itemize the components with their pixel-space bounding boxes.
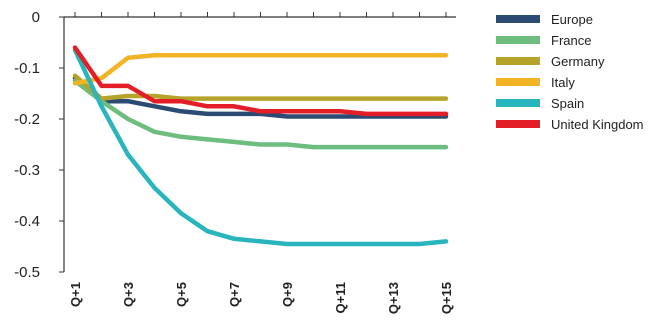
y-tick-label: -0.3 (14, 162, 40, 179)
chart-axes: 0 -0.1 -0.2 -0.3 -0.4 -0.5 Q+1 Q+3 Q+5 Q+7 Q+9 Q+11… (14, 9, 456, 314)
chart-series (72, 45, 449, 247)
x-tick-label: Q+11 (333, 282, 348, 313)
legend-swatch-france (496, 36, 540, 44)
chart-legend: Europe France Germany Italy Spain United King… (496, 12, 644, 132)
x-tick-label: Q+7 (227, 282, 242, 307)
legend-swatch-italy (496, 78, 540, 86)
y-tick-label: -0.4 (14, 213, 40, 230)
x-tick-label: Q+9 (280, 282, 295, 307)
legend-label: United Kingdom (551, 117, 644, 132)
legend-swatch-germany (496, 57, 540, 65)
legend-label: France (551, 33, 591, 48)
series-line-spain (72, 47, 449, 247)
legend-swatch-spain (496, 99, 540, 107)
x-tick-label: Q+1 (68, 282, 83, 307)
series-line-united-kingdom (72, 45, 449, 117)
x-tick-label: Q+3 (121, 282, 136, 307)
series-line-france (72, 78, 449, 150)
legend-swatch-united-kingdom (496, 120, 540, 128)
y-tick-label: -0.1 (14, 60, 40, 77)
y-tick-label: 0 (32, 9, 40, 26)
y-tick-label: -0.2 (14, 111, 40, 128)
x-tick-label: Q+13 (386, 282, 401, 314)
series-line-germany (72, 73, 449, 101)
series-line-italy (72, 53, 449, 86)
series-line-europe (72, 75, 449, 119)
legend-label: Germany (551, 54, 605, 69)
legend-swatch-europe (496, 15, 540, 23)
legend-label: Spain (551, 96, 584, 111)
legend-label: Italy (551, 75, 575, 90)
legend-label: Europe (551, 12, 593, 27)
y-tick-label: -0.5 (14, 264, 40, 281)
x-tick-label: Q+5 (174, 282, 189, 307)
x-tick-label: Q+15 (439, 282, 454, 314)
